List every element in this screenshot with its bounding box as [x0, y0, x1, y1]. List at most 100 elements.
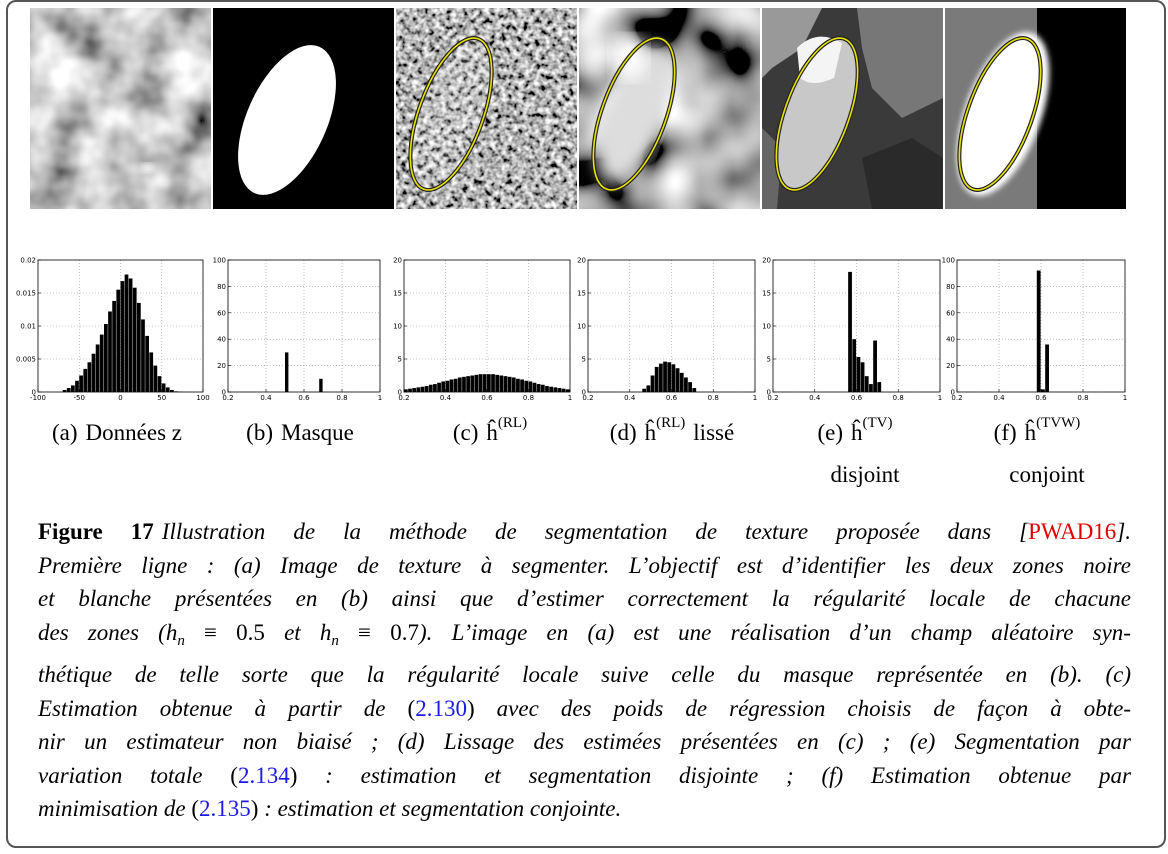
panel-label-line2: disjoint [830, 462, 900, 487]
caption-text[interactable]: PWAD16 [1028, 519, 1117, 544]
x-tick-label: 1 [378, 394, 382, 402]
caption-text: ) [250, 796, 259, 821]
histogram-bar [165, 387, 170, 392]
image-tvw [945, 8, 1126, 209]
y-tick-label: 0 [222, 389, 226, 397]
histogram-bar [149, 352, 154, 392]
plot-frame [403, 259, 571, 393]
y-tick-label: 60 [217, 309, 226, 317]
x-tick-label: 0.6 [481, 394, 493, 402]
histogram-bar [540, 384, 545, 392]
y-tick-label: 5 [582, 356, 586, 364]
histogram-bar [319, 378, 323, 392]
x-tick-label: 0.2 [582, 394, 593, 402]
histogram-bar [549, 386, 553, 392]
histogram-bar [437, 382, 441, 392]
panel-letter: (e) [817, 420, 843, 445]
y-tick-label: 15 [577, 290, 586, 298]
caption-text[interactable]: 2.130 [415, 695, 467, 721]
x-tick-label: 0.4 [809, 394, 821, 402]
histogram-bar [91, 353, 96, 392]
x-tick-label: 0.8 [336, 394, 347, 402]
x-tick-label: 0.2 [951, 394, 962, 402]
histogram-bar [478, 374, 483, 392]
histogram-bar [75, 380, 79, 392]
caption-text[interactable]: 2.135 [199, 796, 251, 821]
image-tv [762, 8, 943, 209]
histogram-bar [557, 388, 562, 392]
x-tick-label: 0.6 [298, 394, 310, 402]
x-tick-label: 0.6 [851, 394, 863, 402]
histogram-bar [873, 340, 877, 392]
x-tick-label: 0.6 [666, 394, 678, 402]
histogram-bar [124, 274, 129, 392]
histogram-bar [457, 377, 462, 392]
caption-text: : estimation et segmentation conjointe. [258, 796, 622, 821]
frame [6, 0, 1166, 848]
panel-text: Données z [86, 420, 182, 445]
caption-text: Estimation obtenue à partir de [38, 695, 408, 721]
caption-text: ). L’image en (a) est une réalisation d’… [418, 619, 1131, 645]
histogram-bar [528, 381, 533, 392]
histogram-bar [511, 377, 516, 392]
histogram-bar [95, 344, 100, 392]
histogram-bar [667, 362, 672, 392]
x-tick-label: 1 [753, 394, 757, 402]
histogram-bar [145, 335, 149, 392]
histogram-bar [161, 383, 166, 392]
caption-text: : estimation et segmentation disjointe ;… [297, 762, 1131, 788]
caption-line: thétique de telle sorte que la régularit… [38, 658, 1131, 692]
histogram-bar [679, 372, 684, 392]
panel-letter: (d) [610, 420, 637, 445]
x-tick-label: 0.4 [440, 394, 452, 402]
caption-line: nir un estimateur non biaisé ; (d) Lissa… [38, 725, 1131, 759]
caption-text: et [264, 619, 320, 645]
caption-text[interactable]: 2.134 [237, 762, 290, 788]
histogram-bar [499, 375, 504, 392]
x-tick-label: 0.8 [523, 394, 534, 402]
y-tick-label: 0.005 [16, 356, 36, 364]
histogram-bar [71, 385, 75, 392]
histogram-bar [684, 377, 688, 392]
histogram-bar [646, 385, 651, 392]
caption-text: ) [466, 695, 475, 721]
y-tick-label: 0.01 [20, 323, 36, 331]
x-tick-label: 1 [1123, 394, 1127, 402]
x-tick-label: 0.4 [624, 394, 636, 402]
x-tick-label: 0.8 [893, 394, 904, 402]
histogram-bar [462, 376, 466, 392]
caption-text: des zones ( [38, 619, 166, 645]
panel-letter: (f) [994, 420, 1017, 445]
histogram-bar [132, 287, 137, 392]
histogram-bar [650, 375, 655, 392]
caption-line: variation totale (2.134) : estimation et… [38, 759, 1131, 793]
histogram-bar [157, 376, 162, 392]
panel-letter: (b) [246, 420, 273, 445]
x-tick-label: 0.2 [222, 394, 233, 402]
histogram-bar [420, 386, 425, 392]
caption-text: Illustration de la méthode de segmentati… [161, 519, 1029, 544]
caption-text: minimisation de [38, 796, 192, 821]
histogram-bar [663, 361, 667, 392]
histogram-bar [433, 384, 437, 392]
panel-symbol: ĥ [486, 419, 498, 445]
caption-text: Première ligne : (a) Image de texture à … [38, 552, 1131, 578]
caption-text: n [331, 632, 339, 649]
y-tick-label: 0 [32, 389, 36, 397]
histogram-bar [404, 389, 408, 392]
caption-text: ≡ 0.5 [184, 619, 265, 645]
x-tick-label: 0.2 [398, 394, 409, 402]
histogram-bar [848, 271, 852, 392]
x-tick-label: 0.4 [260, 394, 272, 402]
caption-line: Figure 17 Illustration de la méthode de s… [38, 515, 1131, 549]
caption-text: variation totale [38, 762, 231, 788]
histogram-bar [545, 386, 549, 392]
panel-label: (f) ĥ(TVW) [994, 415, 1081, 445]
x-tick-label: 0.4 [993, 394, 1005, 402]
y-tick-label: 15 [762, 290, 771, 298]
panel-superscript: (TV) [863, 415, 893, 431]
y-tick-label: 20 [577, 257, 586, 265]
histogram-bar [128, 278, 133, 392]
panel-label: (a) Données z [52, 420, 182, 445]
